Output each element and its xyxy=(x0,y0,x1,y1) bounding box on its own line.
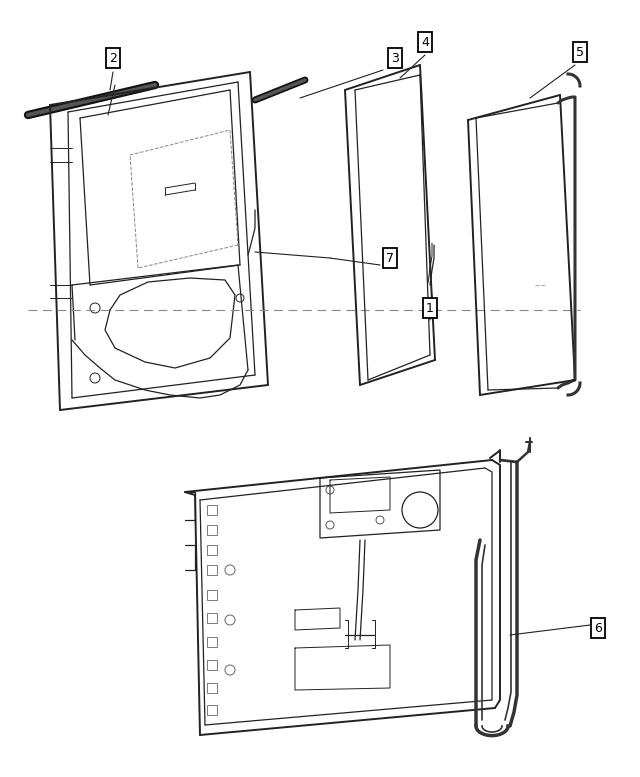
Bar xyxy=(207,525,217,535)
Text: 5: 5 xyxy=(576,46,584,58)
Text: 2: 2 xyxy=(109,51,117,64)
Bar xyxy=(207,637,217,647)
Bar xyxy=(207,613,217,623)
Bar xyxy=(207,705,217,715)
Text: 6: 6 xyxy=(594,622,602,635)
Text: 4: 4 xyxy=(421,36,429,48)
Text: 7: 7 xyxy=(386,252,394,264)
Bar xyxy=(207,565,217,575)
Bar xyxy=(207,590,217,600)
Bar xyxy=(207,545,217,555)
Text: 3: 3 xyxy=(391,51,399,64)
Bar xyxy=(207,505,217,515)
Text: 1: 1 xyxy=(426,301,434,315)
Bar xyxy=(207,660,217,670)
Bar xyxy=(207,683,217,693)
